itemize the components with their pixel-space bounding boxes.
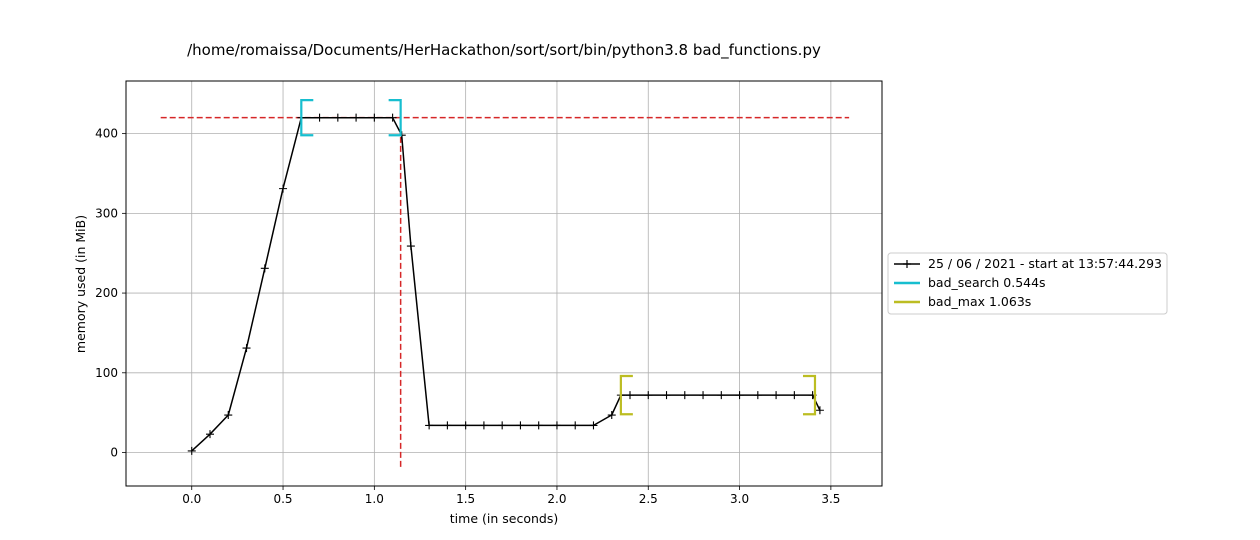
data-point-marker (388, 113, 397, 122)
data-point-marker (815, 406, 824, 415)
data-point-marker (644, 391, 653, 400)
y-axis-ticks: 0 100 200 300 400 (95, 127, 126, 460)
data-point-marker (370, 113, 379, 122)
data-point-marker (425, 421, 434, 430)
data-point-marker (461, 421, 470, 430)
data-point-marker (534, 421, 543, 430)
legend-label-main: 25 / 06 / 2021 - start at 13:57:44.293 (928, 256, 1162, 271)
data-point-marker (699, 391, 708, 400)
y-tick-label: 100 (95, 366, 118, 380)
data-point-marker (406, 242, 415, 251)
data-point-marker (571, 421, 580, 430)
data-point-marker (242, 344, 251, 353)
legend-label-bad-max: bad_max 1.063s (928, 294, 1031, 309)
legend: 25 / 06 / 2021 - start at 13:57:44.293 b… (887, 252, 1168, 315)
data-point-marker (333, 113, 342, 122)
data-point-marker (279, 184, 288, 193)
x-tick-label: 0.5 (273, 492, 292, 506)
data-point-marker (206, 430, 214, 439)
data-point-marker (680, 391, 689, 400)
data-point-marker (479, 421, 488, 430)
data-point-marker (753, 391, 762, 400)
x-axis-ticks: 0.0 0.5 1.0 1.5 2.0 2.5 3.0 3.5 (182, 486, 840, 506)
y-tick-label: 0 (110, 446, 118, 460)
data-point-marker (626, 391, 634, 400)
data-point-marker (315, 113, 324, 122)
y-tick-label: 200 (95, 286, 118, 300)
grid-lines (126, 81, 882, 486)
legend-marker-plus (903, 260, 911, 268)
bad-search-end-bracket (388, 99, 402, 137)
legend-box (887, 252, 1168, 315)
x-axis-label: time (in seconds) (450, 511, 558, 526)
data-point-marker (717, 391, 726, 400)
data-point-marker (589, 421, 598, 430)
y-tick-label: 300 (95, 206, 118, 220)
data-point-marker (498, 421, 507, 430)
data-point-marker (443, 421, 452, 430)
x-tick-label: 0.0 (182, 492, 201, 506)
y-axis-label: memory used (in MiB) (73, 215, 88, 353)
function-brackets (300, 99, 817, 416)
x-tick-label: 3.5 (821, 492, 840, 506)
plot-frame (125, 80, 883, 487)
x-tick-label: 2.5 (639, 492, 658, 506)
data-point-marker (224, 411, 233, 420)
series-layer (187, 113, 824, 455)
data-point-marker (607, 411, 616, 420)
data-point-marker (260, 264, 269, 273)
data-point-marker (735, 391, 744, 400)
x-tick-label: 1.0 (365, 492, 384, 506)
data-point-marker (352, 113, 361, 122)
chart-title: /home/romaissa/Documents/HerHackathon/so… (187, 41, 821, 60)
legend-label-bad-search: bad_search 0.544s (928, 275, 1046, 290)
data-point-marker (187, 446, 196, 455)
x-tick-label: 3.0 (730, 492, 749, 506)
reference-lines (160, 116, 850, 467)
data-point-marker (662, 391, 671, 400)
bad-max-end-bracket (802, 374, 817, 416)
bad-max-start-bracket (619, 374, 633, 416)
x-tick-label: 1.5 (456, 492, 475, 506)
bad-search-start-bracket (300, 99, 314, 137)
data-point-marker (772, 391, 781, 400)
data-point-marker (516, 421, 525, 430)
data-point-marker (552, 421, 561, 430)
data-point-marker (790, 391, 799, 400)
x-tick-label: 2.0 (547, 492, 566, 506)
y-tick-label: 400 (95, 127, 118, 141)
